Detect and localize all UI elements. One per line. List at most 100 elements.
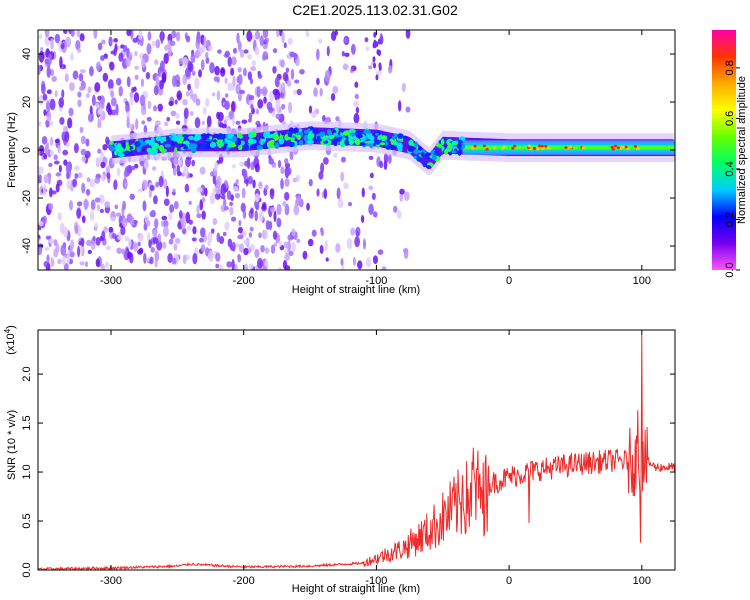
heatmap-speckle (237, 40, 242, 52)
heatmap-speckle (272, 230, 278, 240)
heatmap-speckle (200, 244, 206, 253)
heatmap-peak (540, 144, 544, 148)
heatmap-speckle (346, 238, 353, 250)
heatmap-peak (636, 147, 640, 151)
heatmap-band-cell (174, 141, 178, 146)
heatmap-speckle (274, 89, 281, 101)
heatmap-speckle (322, 114, 326, 122)
heatmap-speckle (89, 178, 96, 188)
heatmap-speckle (215, 252, 221, 262)
heatmap-speckle (38, 220, 44, 227)
heatmap-speckle (134, 163, 139, 169)
heatmap-band-cell (303, 130, 309, 134)
heatmap-speckle (155, 120, 161, 126)
heatmap-speckle (121, 248, 125, 255)
heatmap-speckle (284, 253, 291, 262)
heatmap-speckle (133, 86, 137, 92)
heatmap-speckle (69, 82, 75, 92)
heatmap-band-cell (430, 149, 435, 156)
heatmap-speckle (38, 244, 43, 256)
heatmap-speckle (168, 211, 173, 221)
heatmap-speckle (66, 254, 71, 264)
heatmap-speckle (248, 247, 252, 253)
heatmap-band-cell (397, 145, 402, 152)
heatmap-speckle (195, 98, 201, 106)
heatmap-speckle (42, 215, 48, 224)
heatmap-speckle (239, 89, 245, 95)
heatmap-speckle (373, 31, 377, 38)
heatmap-speckle (188, 200, 192, 205)
heatmap-speckle (199, 166, 206, 175)
heatmap-peak (633, 145, 638, 148)
heatmap-speckle (186, 225, 192, 231)
heatmap-speckle (326, 45, 330, 57)
heatmap-speckle (322, 157, 329, 165)
y-tick-label: 0.0 (21, 562, 33, 577)
heatmap-speckle (287, 234, 293, 241)
heatmap-speckle (38, 121, 42, 127)
colorbar-tick-label: 0.6 (724, 111, 736, 126)
heatmap-speckle (261, 202, 267, 210)
heatmap-speckle (361, 187, 365, 198)
heatmap-speckle (316, 48, 320, 61)
heatmap-speckle (105, 245, 112, 251)
heatmap-speckle (208, 250, 214, 262)
heatmap-speckle (284, 178, 290, 187)
heatmap-speckle (268, 157, 274, 165)
heatmap-speckle (209, 193, 215, 205)
heatmap-speckle (178, 210, 183, 219)
heatmap-speckle (203, 36, 207, 49)
heatmap-speckle (53, 248, 59, 258)
heatmap-speckle (330, 93, 336, 101)
heatmap-speckle (230, 67, 235, 76)
heatmap-speckle (352, 256, 356, 266)
heatmap-speckle (260, 244, 265, 253)
heatmap-speckle (137, 188, 143, 193)
heatmap-speckle (271, 110, 276, 117)
heatmap-speckle (196, 186, 203, 193)
heatmap-speckle (171, 257, 177, 265)
heatmap-speckle (133, 92, 140, 103)
heatmap-speckle (41, 83, 46, 95)
y-tick-label: 1.0 (21, 464, 33, 479)
heatmap-speckle (231, 164, 236, 169)
heatmap-speckle (292, 177, 298, 183)
heatmap-speckle (214, 65, 220, 76)
heatmap-band-cell (344, 139, 349, 146)
heatmap-speckle (57, 212, 63, 221)
heatmap-speckle (229, 206, 234, 216)
heatmap-band-cell (248, 131, 254, 139)
heatmap-speckle (51, 75, 57, 82)
heatmap-speckle (282, 200, 287, 207)
heatmap-band-cell (209, 141, 217, 148)
heatmap-band-cell (150, 137, 155, 143)
heatmap-speckle (353, 100, 360, 108)
heatmap-peak (616, 146, 621, 150)
heatmap-speckle (139, 94, 146, 107)
heatmap-speckle (308, 105, 313, 114)
heatmap-speckle (259, 88, 266, 95)
heatmap-speckle (285, 67, 290, 73)
heatmap-band-cell (227, 143, 233, 148)
heatmap-speckle (210, 171, 214, 177)
heatmap-speckle (95, 236, 101, 246)
heatmap-band-cell (293, 127, 299, 133)
heatmap-peak (527, 144, 532, 148)
heatmap-speckle (138, 30, 143, 41)
heatmap-speckle (279, 240, 283, 247)
heatmap-speckle (177, 159, 182, 167)
heatmap-speckle (175, 120, 181, 125)
heatmap-speckle (53, 154, 58, 161)
heatmap-speckle (159, 60, 165, 72)
heatmap-speckle (61, 255, 66, 266)
heatmap-band-cell (200, 133, 208, 140)
heatmap-speckle (120, 225, 126, 236)
heatmap-speckle (153, 85, 159, 96)
heatmap-speckle (264, 88, 268, 95)
heatmap-speckle (167, 253, 173, 263)
heatmap-speckle (192, 226, 197, 235)
heatmap-speckle (275, 113, 282, 120)
heatmap-peak (544, 144, 548, 148)
heatmap-band-cell (153, 142, 160, 150)
heatmap-band-cell (230, 136, 238, 143)
